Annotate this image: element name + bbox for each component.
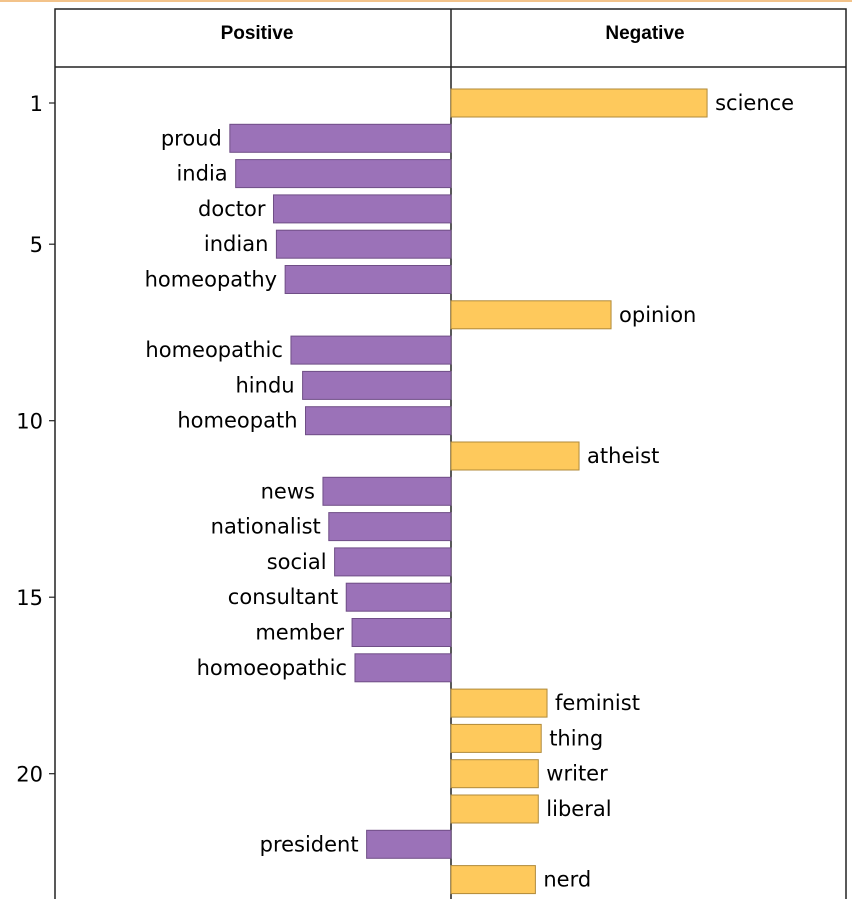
bar-label-president: president <box>260 832 359 856</box>
bar-label-homeopathy: homeopathy <box>145 268 278 292</box>
bar-label-india: india <box>176 162 227 186</box>
bar-label-indian: indian <box>204 232 269 256</box>
y-tick-label: 5 <box>30 233 43 257</box>
header-negative: Negative <box>605 23 684 44</box>
bar-label-hindu: hindu <box>235 373 294 397</box>
bar-proud <box>229 123 452 153</box>
bar-label-science: science <box>715 91 794 115</box>
bar-feminist <box>450 688 548 718</box>
bar-label-homoeopathic: homoeopathic <box>197 656 347 680</box>
bar-label-homeopathic: homeopathic <box>145 338 283 362</box>
bar-label-liberal: liberal <box>546 797 611 821</box>
bar-label-member: member <box>255 621 344 645</box>
bar-member <box>351 618 452 647</box>
bar-label-feminist: feminist <box>555 691 640 715</box>
bar-hindu <box>302 370 452 400</box>
bar-label-doctor: doctor <box>198 197 266 221</box>
bar-label-writer: writer <box>546 762 608 786</box>
bars-layer: science proud india doctor indian homeopathy o… <box>145 88 794 895</box>
bar-label-atheist: atheist <box>587 444 659 468</box>
header-positive: Positive <box>221 23 294 44</box>
bar-homeopath <box>305 406 452 436</box>
bar-homeopathic <box>290 335 452 365</box>
bar-news <box>322 476 452 506</box>
bar-label-nationalist: nationalist <box>211 515 321 539</box>
bar-label-opinion: opinion <box>619 303 696 327</box>
bar-label-nerd: nerd <box>543 868 591 892</box>
bar-nerd <box>450 865 536 895</box>
y-tick-label: 1 <box>30 92 43 116</box>
bar-liberal <box>450 794 539 824</box>
bar-india <box>235 159 452 189</box>
bar-homoeopathic <box>354 653 452 683</box>
bar-consultant <box>345 582 452 612</box>
bar-label-news: news <box>261 479 315 503</box>
bar-doctor <box>272 194 452 224</box>
bar-social <box>334 547 452 577</box>
bar-label-homeopath: homeopath <box>177 409 297 433</box>
bar-label-thing: thing <box>549 726 603 750</box>
bar-label-consultant: consultant <box>228 585 338 609</box>
bar-nationalist <box>328 512 452 542</box>
bar-atheist <box>450 441 580 471</box>
bar-thing <box>450 723 542 753</box>
bar-science <box>450 88 708 118</box>
bar-label-proud: proud <box>161 126 222 150</box>
y-tick-label: 20 <box>16 763 43 787</box>
bar-opinion <box>450 300 612 330</box>
bar-homeopathy <box>284 265 452 294</box>
top-accent-line <box>0 0 852 2</box>
bar-president <box>366 829 452 859</box>
y-tick-label: 15 <box>16 586 43 610</box>
y-tick-label: 10 <box>16 410 43 434</box>
bar-writer <box>450 759 539 789</box>
bar-indian <box>275 229 452 259</box>
bar-label-social: social <box>267 550 327 574</box>
